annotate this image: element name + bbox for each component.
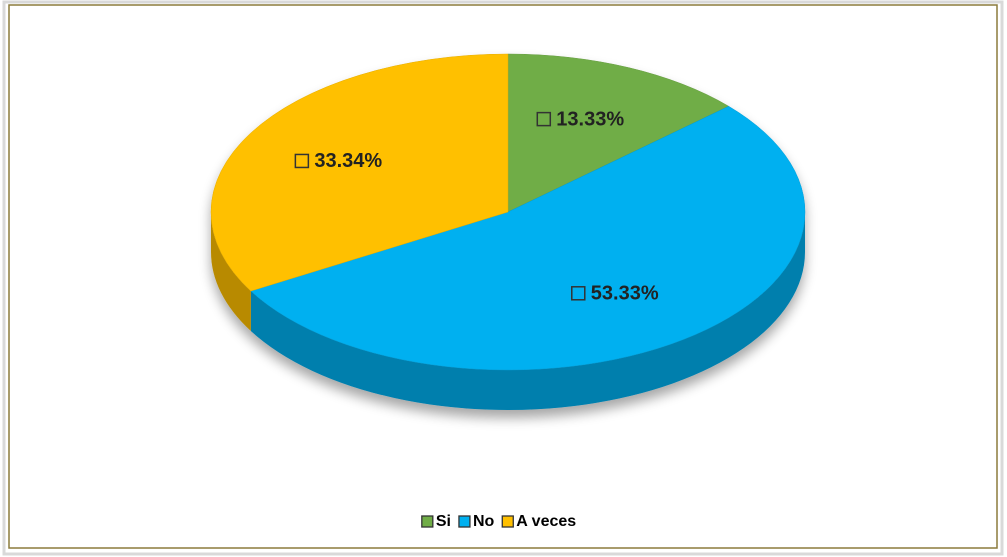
labels: 13.33% 53.33% 33.34%	[294, 108, 659, 305]
legend-key	[421, 515, 434, 528]
data-label: 13.33%	[556, 108, 624, 130]
data-label-key	[294, 153, 310, 169]
data-label-key	[571, 286, 586, 301]
slice	[250, 105, 806, 371]
data-label: 53.33%	[591, 283, 659, 305]
slice	[507, 53, 730, 213]
slice-side	[250, 212, 806, 410]
legend-key	[458, 515, 471, 528]
legend-label: Si	[436, 513, 451, 530]
pie	[210, 53, 806, 410]
legend-label: No	[473, 513, 495, 530]
slice-side	[211, 212, 251, 332]
legend-key	[501, 515, 514, 528]
data-label: 33.34%	[314, 150, 382, 172]
data-label-key	[536, 111, 552, 127]
legend: Si No A veces	[421, 513, 576, 530]
slice	[210, 53, 509, 292]
legend-label: A veces	[516, 513, 576, 530]
